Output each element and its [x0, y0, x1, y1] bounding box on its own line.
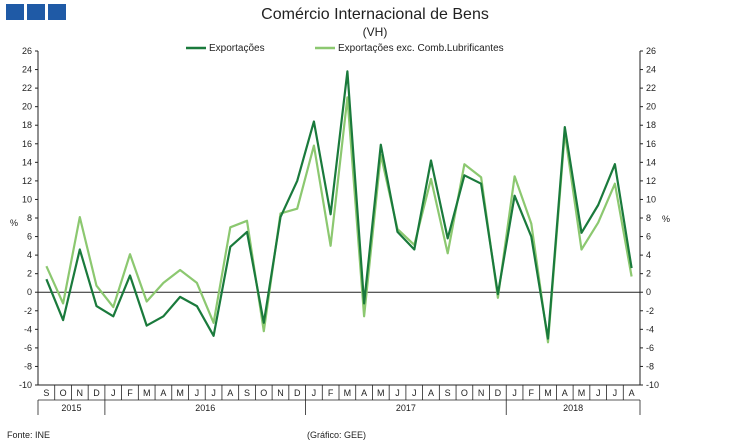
x-tick-label-month: N	[478, 388, 485, 398]
x-tick-label-month: N	[277, 388, 284, 398]
series-line-exportacoes	[45, 70, 633, 340]
x-tick-label-month: O	[461, 388, 468, 398]
x-tick-label-month: J	[111, 388, 116, 398]
x-tick-label-year: 2017	[396, 403, 416, 413]
y-tick-label-right: 18	[646, 120, 656, 130]
y-tick-label-right: 14	[646, 157, 656, 167]
y-tick-label-left: 16	[22, 139, 32, 149]
chart-title: Comércio Internacional de Bens	[261, 6, 489, 23]
y-tick-label-left: 4	[27, 250, 32, 260]
gee-logo	[6, 4, 66, 20]
x-tick-label-month: D	[294, 388, 301, 398]
y-tick-label-right: 10	[646, 194, 656, 204]
x-tick-label-month: A	[160, 388, 166, 398]
y-tick-label-right: -4	[646, 324, 654, 334]
x-tick-label-month: J	[412, 388, 417, 398]
x-tick-label-month: F	[529, 388, 535, 398]
y-tick-label-right: 22	[646, 83, 656, 93]
x-tick-label-month: M	[344, 388, 352, 398]
y-tick-label-right: -8	[646, 361, 654, 371]
x-tick-label-month: M	[377, 388, 385, 398]
y-tick-label-right: 2	[646, 269, 651, 279]
x-tick-label-month: J	[211, 388, 216, 398]
y-axis-label-left: %	[10, 218, 18, 228]
x-tick-label-month: N	[77, 388, 84, 398]
y-tick-label-left: 10	[22, 194, 32, 204]
y-tick-label-right: -2	[646, 306, 654, 316]
x-tick-label-month: S	[445, 388, 451, 398]
y-tick-label-left: 12	[22, 176, 32, 186]
y-tick-label-left: 6	[27, 232, 32, 242]
x-tick-label-month: A	[227, 388, 233, 398]
y-tick-label-right: 20	[646, 102, 656, 112]
x-tick-label-year: 2016	[195, 403, 215, 413]
y-tick-label-left: 24	[22, 65, 32, 75]
y-tick-label-left: 0	[27, 287, 32, 297]
logo-square	[27, 4, 45, 20]
x-tick-label-month: J	[596, 388, 601, 398]
y-axis-label-right: %	[662, 214, 670, 224]
x-tick-label-month: A	[629, 388, 635, 398]
series-line-exportacoes-exc-comb	[45, 96, 633, 344]
legend-exportacoes-label: Exportações	[209, 43, 265, 54]
y-tick-label-right: 8	[646, 213, 651, 223]
logo-square	[6, 4, 24, 20]
y-tick-label-left: 14	[22, 157, 32, 167]
y-tick-label-left: 2	[27, 269, 32, 279]
x-tick-label-year: 2015	[61, 403, 81, 413]
x-tick-label-month: J	[195, 388, 200, 398]
y-tick-label-left: -4	[24, 324, 32, 334]
source-note: Fonte: INE	[7, 430, 51, 440]
credit-note: (Gráfico: GEE)	[307, 430, 367, 440]
y-tick-label-right: 6	[646, 232, 651, 242]
x-tick-label-month: J	[512, 388, 517, 398]
legend-exportacoes-exc-comb-label: Exportações exc. Comb.Lubrificantes	[338, 43, 504, 54]
y-tick-label-left: 22	[22, 83, 32, 93]
x-tick-label-year: 2018	[563, 403, 583, 413]
x-tick-label-month: M	[143, 388, 151, 398]
y-tick-label-right: 16	[646, 139, 656, 149]
x-tick-label-month: O	[260, 388, 267, 398]
x-tick-label-month: S	[244, 388, 250, 398]
y-tick-label-right: 24	[646, 65, 656, 75]
y-tick-label-right: 4	[646, 250, 651, 260]
x-tick-label-month: F	[328, 388, 334, 398]
y-tick-label-left: -6	[24, 343, 32, 353]
y-tick-label-right: 26	[646, 46, 656, 56]
x-tick-label-month: F	[127, 388, 133, 398]
y-tick-label-left: 8	[27, 213, 32, 223]
chart-subtitle: (VH)	[362, 25, 388, 39]
x-tick-label-month: M	[578, 388, 586, 398]
x-tick-label-month: M	[544, 388, 552, 398]
y-tick-label-left: -2	[24, 306, 32, 316]
x-tick-label-month: J	[312, 388, 317, 398]
x-tick-label-month: A	[361, 388, 367, 398]
x-tick-label-month: A	[428, 388, 434, 398]
x-tick-label-month: M	[176, 388, 184, 398]
y-tick-label-left: 20	[22, 102, 32, 112]
y-tick-label-right: 12	[646, 176, 656, 186]
y-tick-label-right: -6	[646, 343, 654, 353]
y-tick-label-left: -8	[24, 361, 32, 371]
x-tick-label-month: D	[495, 388, 502, 398]
x-tick-label-month: D	[93, 388, 100, 398]
y-tick-label-left: 26	[22, 46, 32, 56]
y-tick-label-right: -10	[646, 380, 659, 390]
x-tick-label-month: O	[60, 388, 67, 398]
y-tick-label-left: 18	[22, 120, 32, 130]
x-tick-label-month: J	[395, 388, 400, 398]
y-tick-label-left: -10	[19, 380, 32, 390]
y-tick-label-right: 0	[646, 287, 651, 297]
logo-square	[48, 4, 66, 20]
x-tick-label-month: A	[562, 388, 568, 398]
x-tick-label-month: J	[613, 388, 618, 398]
x-tick-label-month: S	[43, 388, 49, 398]
